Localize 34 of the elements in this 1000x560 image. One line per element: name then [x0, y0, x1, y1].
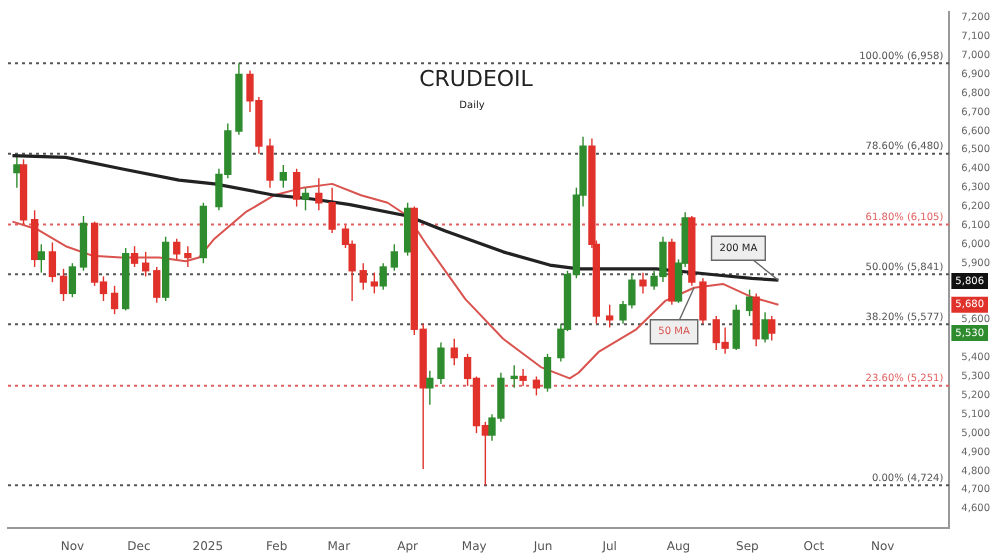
candlestick [359, 262, 367, 291]
candlestick [130, 245, 139, 268]
candlestick [79, 215, 88, 272]
candlestick [153, 266, 161, 304]
candlestick [532, 375, 541, 397]
candlestick [519, 368, 527, 387]
text: CRUDEOIL [419, 66, 535, 92]
candlestick [379, 262, 387, 291]
candlestick [184, 245, 192, 268]
candlestick [639, 271, 647, 295]
candlestick [606, 304, 614, 329]
candlestick [30, 209, 39, 268]
candlestick [173, 237, 181, 261]
candlestick [13, 152, 21, 189]
candlestick [745, 288, 754, 317]
candlestick [279, 164, 287, 189]
candlestick [732, 304, 740, 351]
candlestick [403, 202, 412, 257]
candlestick [37, 243, 45, 274]
candlestick [110, 285, 119, 315]
candlestick [328, 186, 336, 234]
candlestick [301, 186, 310, 212]
candlestick [59, 268, 68, 302]
candlestick [721, 326, 729, 355]
candlestick [48, 241, 57, 283]
candlestick [752, 292, 760, 347]
candlestick [768, 315, 776, 342]
candlestick [699, 277, 707, 325]
candlestick [68, 262, 77, 298]
candlestick [370, 271, 378, 295]
candlestick [292, 168, 301, 208]
candlestick [390, 243, 398, 272]
candlestick [543, 353, 552, 393]
candlestick [761, 311, 769, 344]
